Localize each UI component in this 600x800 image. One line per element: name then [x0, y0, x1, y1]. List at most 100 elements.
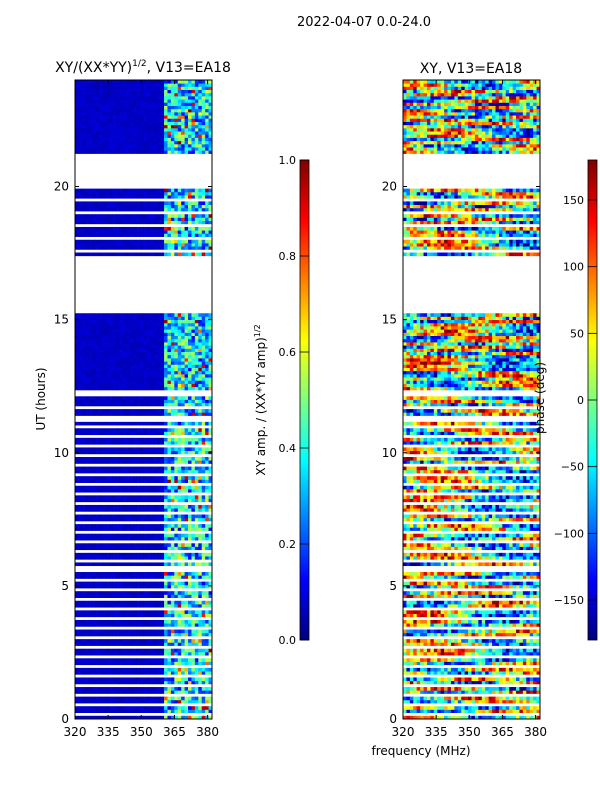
heatmap-cell [174, 226, 179, 231]
heatmap-cell [150, 357, 155, 362]
heatmap-cell [157, 95, 162, 100]
heatmap-cell [146, 421, 151, 426]
heatmap-cell [153, 134, 158, 138]
heatmap-cell [126, 332, 131, 336]
heatmap-cell [194, 581, 199, 586]
heatmap-cell [194, 533, 199, 538]
heatmap-cell [146, 658, 151, 662]
heatmap-cell [150, 134, 155, 138]
heatmap-cell [136, 706, 141, 710]
heatmap-cell [116, 613, 120, 618]
heatmap-cell [88, 613, 93, 618]
heatmap-cell [184, 412, 189, 416]
heatmap-cell [170, 671, 175, 675]
heatmap-cell [174, 115, 179, 119]
heatmap-cell [129, 377, 134, 381]
heatmap-cell [157, 386, 162, 391]
heatmap-cell [201, 111, 206, 116]
heatmap-cell [157, 447, 162, 452]
heatmap-cell [81, 613, 86, 618]
heatmap-cell [143, 383, 148, 388]
heatmap-cell [201, 118, 206, 122]
heatmap-cell [102, 377, 107, 381]
heatmap-cell [78, 485, 83, 490]
heatmap-cell [205, 687, 209, 691]
heatmap-cell [112, 479, 117, 483]
heatmap-cell [174, 709, 179, 713]
heatmap-cell [129, 402, 134, 407]
heatmap-cell [119, 188, 124, 193]
heatmap-cell [109, 623, 114, 627]
heatmap-cell [198, 479, 203, 483]
heatmap-cell [146, 575, 151, 579]
heatmap-cell [167, 431, 172, 436]
heatmap-cell [85, 335, 90, 340]
heatmap-cell [160, 188, 165, 193]
heatmap-cell [160, 191, 165, 196]
heatmap-cell [174, 581, 179, 586]
heatmap-cell [102, 488, 107, 493]
heatmap-cell [170, 383, 175, 388]
heatmap-cell [95, 437, 100, 442]
heatmap-cell [129, 252, 134, 257]
heatmap-cell [188, 217, 192, 221]
heatmap-cell [191, 671, 196, 675]
heatmap-cell [208, 466, 212, 471]
heatmap-cell [92, 476, 96, 480]
heatmap-cell [81, 412, 86, 416]
heatmap-cell [194, 715, 199, 719]
heatmap-cell [119, 600, 124, 605]
heatmap-cell [136, 476, 141, 480]
heatmap-cell [78, 143, 83, 148]
heatmap-cell [170, 402, 175, 407]
heatmap-cell [112, 118, 117, 122]
heatmap-cell [140, 543, 144, 547]
heatmap-cell [122, 399, 127, 404]
heatmap-cell [160, 207, 165, 212]
heatmap-cell [205, 95, 209, 100]
heatmap-cell [153, 242, 158, 247]
heatmap-cell [170, 95, 175, 100]
heatmap-cell [112, 338, 117, 343]
heatmap-cell [184, 584, 189, 589]
heatmap-cell [205, 354, 209, 359]
heatmap-cell [191, 562, 196, 567]
heatmap-cell [95, 495, 100, 499]
heatmap-cell [181, 108, 185, 113]
heatmap-cell [170, 517, 175, 522]
heatmap-cell [177, 354, 182, 359]
heatmap-cell [109, 345, 114, 349]
heatmap-cell [98, 409, 103, 413]
heatmap-cell [153, 428, 158, 432]
heatmap-cell [129, 108, 134, 113]
heatmap-cell [194, 476, 199, 480]
heatmap-cell [136, 437, 141, 442]
heatmap-cell [81, 699, 86, 704]
heatmap-cell [129, 409, 134, 413]
heatmap-cell [164, 105, 168, 110]
heatmap-cell [140, 623, 144, 627]
heatmap-cell [177, 377, 182, 381]
heatmap-cell [188, 495, 192, 499]
heatmap-cell [88, 364, 93, 368]
heatmap-cell [150, 667, 155, 672]
heatmap-cell [98, 217, 103, 221]
heatmap-cell [102, 150, 107, 154]
heatmap-cell [188, 632, 192, 637]
heatmap-cell [143, 581, 148, 586]
heatmap-cell [188, 121, 192, 126]
heatmap-cell [150, 562, 155, 567]
heatmap-cell [150, 111, 155, 116]
heatmap-cell [92, 233, 96, 237]
heatmap-cell [136, 124, 141, 129]
heatmap-cell [170, 143, 175, 148]
heatmap-cell [181, 329, 185, 333]
heatmap-cell [205, 450, 209, 455]
heatmap-cell [122, 715, 127, 719]
heatmap-cell [181, 402, 185, 407]
heatmap-cell [198, 623, 203, 627]
heatmap-cell [95, 536, 100, 541]
heatmap-cell [164, 341, 168, 346]
heatmap-cell [188, 326, 192, 330]
heatmap-cell [75, 143, 79, 148]
